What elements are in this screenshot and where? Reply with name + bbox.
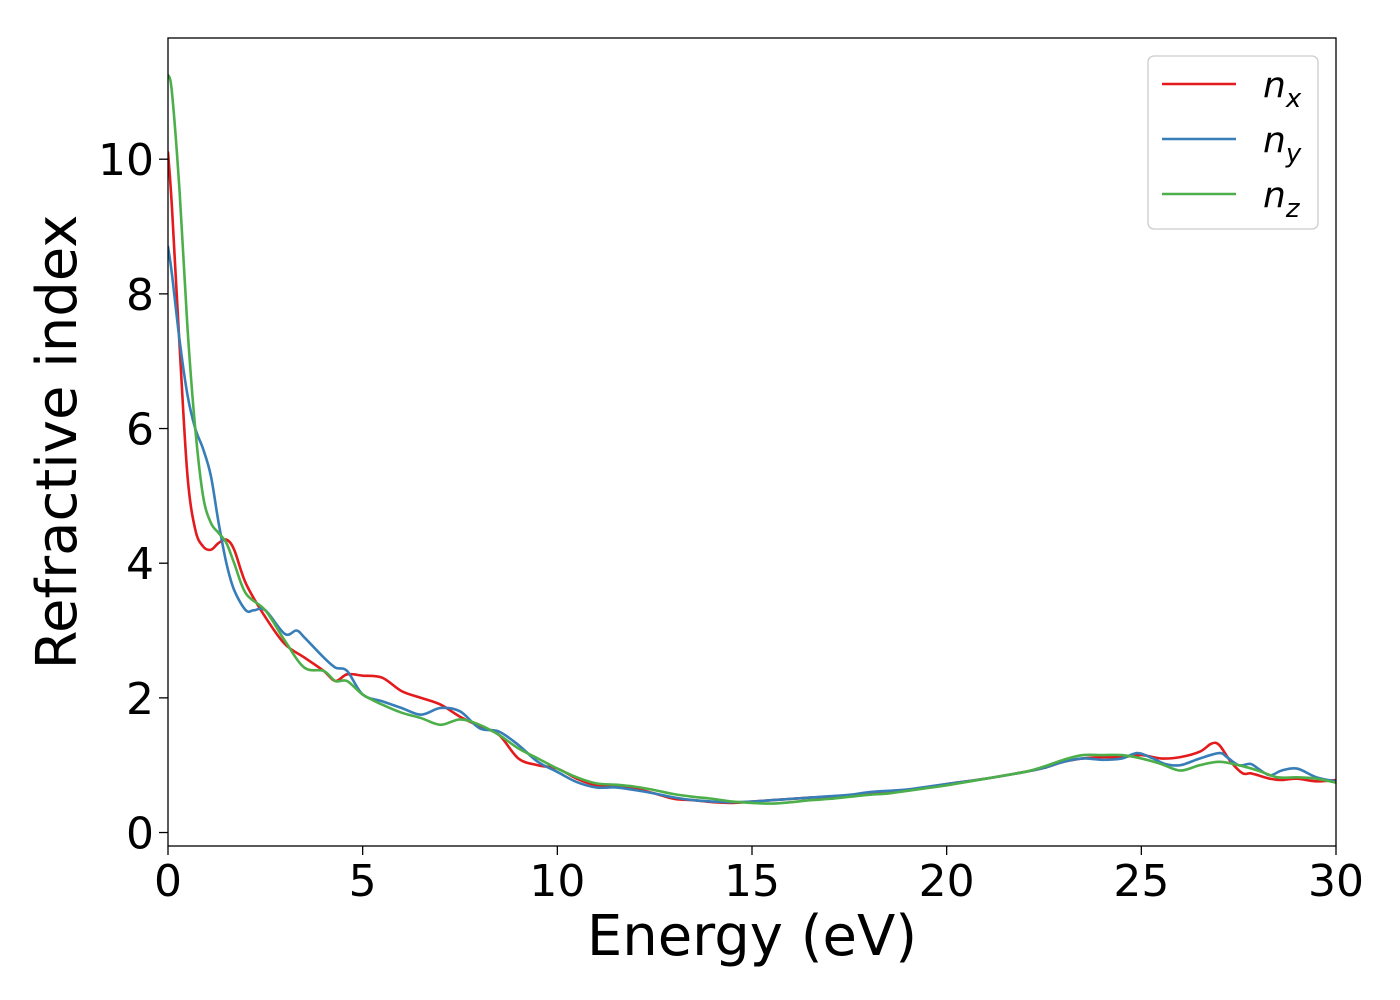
legend-box	[1147, 55, 1319, 230]
y-tick-label: 8	[126, 270, 154, 321]
series-layer	[168, 73, 1336, 805]
x-tick-label: 20	[919, 856, 975, 907]
y-tick-label: 10	[98, 135, 154, 186]
y-axis-label: Refractive index	[25, 215, 90, 670]
x-tick-label: 15	[724, 856, 780, 907]
x-axis: 0 5 10 15 20 25 30	[154, 846, 1364, 907]
x-tick-label: 25	[1113, 856, 1169, 907]
x-axis-label: Energy (eV)	[587, 904, 917, 969]
y-tick-label: 4	[126, 539, 154, 590]
x-tick-label: 10	[529, 856, 585, 907]
series-line-nz	[168, 73, 1336, 805]
y-tick-label: 0	[126, 809, 154, 860]
x-tick-label: 0	[154, 856, 182, 907]
x-tick-label: 30	[1308, 856, 1364, 907]
y-tick-label: 6	[126, 405, 154, 456]
x-tick-label: 5	[349, 856, 377, 907]
y-tick-label: 2	[126, 674, 154, 725]
y-axis: 0 2 4 6 8 10	[98, 135, 168, 860]
